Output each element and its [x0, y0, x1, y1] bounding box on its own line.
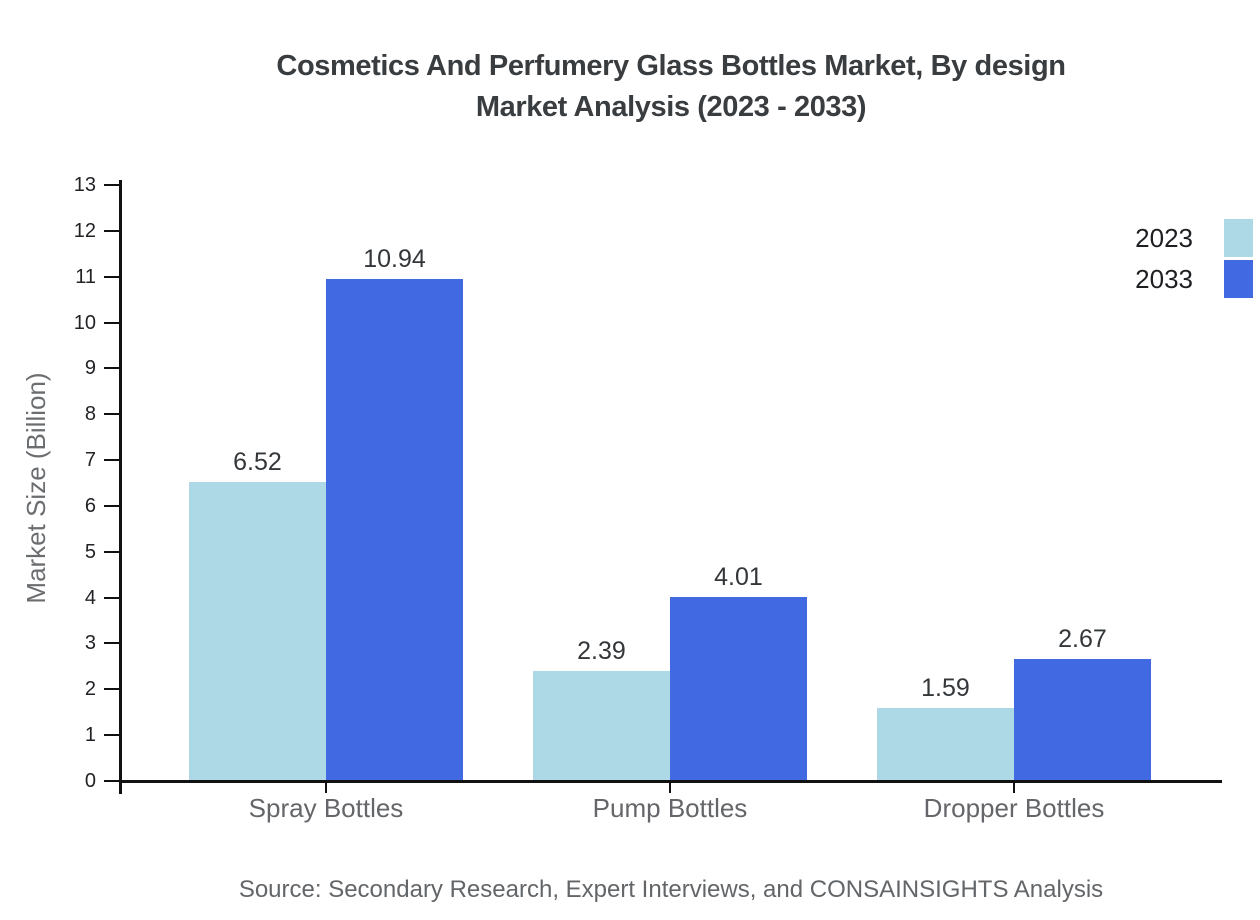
y-axis-tick-label: 8 — [84, 403, 96, 426]
bar-value-label-2033-spray-bottles: 10.94 — [363, 245, 426, 274]
y-axis-tick — [104, 413, 120, 416]
y-axis-tick-label: 2 — [84, 678, 96, 701]
y-axis-tick-label: 1 — [84, 724, 96, 747]
x-axis-tick — [669, 783, 671, 793]
legend-item-2023: 2023 — [1135, 219, 1253, 257]
chart-title: Cosmetics And Perfumery Glass Bottles Ma… — [120, 46, 1222, 128]
legend-item-2033: 2033 — [1135, 260, 1253, 298]
y-axis-line — [119, 180, 122, 794]
legend: 2023 2033 — [1135, 219, 1253, 301]
y-axis-tick-label: 10 — [73, 311, 96, 334]
x-axis-tick — [1013, 783, 1015, 793]
y-axis-tick-label: 6 — [84, 494, 96, 517]
y-axis-tick-label: 4 — [84, 586, 96, 609]
bar-value-label-2033-dropper-bottles: 2.67 — [1058, 624, 1107, 653]
bar-2023-spray-bottles — [189, 482, 326, 780]
bar-2023-dropper-bottles — [877, 708, 1014, 780]
category-label-pump-bottles: Pump Bottles — [592, 793, 748, 823]
y-axis-tick — [104, 780, 120, 782]
source-note: Source: Secondary Research, Expert Inter… — [238, 876, 1104, 903]
chart-title-line-1: Cosmetics And Perfumery Glass Bottles Ma… — [276, 50, 1066, 82]
bar-value-label-2033-pump-bottles: 4.01 — [714, 563, 763, 592]
y-axis-tick-label: 5 — [84, 540, 96, 563]
bar-value-label-2023-pump-bottles: 2.39 — [577, 637, 626, 666]
y-axis-tick — [104, 596, 120, 599]
category-label-dropper-bottles: Dropper Bottles — [923, 793, 1105, 823]
legend-swatch-2033 — [1224, 260, 1253, 298]
y-axis-tick — [104, 504, 120, 507]
y-axis-tick — [104, 321, 120, 324]
bar-2023-pump-bottles — [533, 671, 670, 780]
y-axis-tick-label: 12 — [73, 219, 96, 242]
x-axis-line — [119, 780, 1222, 783]
y-axis-tick — [104, 734, 120, 737]
legend-label-2023: 2023 — [1135, 222, 1193, 253]
y-axis-tick — [104, 367, 120, 370]
y-axis-tick-label: 11 — [75, 265, 96, 288]
y-axis-tick — [104, 459, 120, 462]
bar-2033-dropper-bottles — [1014, 658, 1151, 780]
chart-title-line-2: Market Analysis (2023 - 2033) — [475, 91, 867, 123]
y-axis-tick-label: 3 — [84, 632, 96, 655]
y-axis-tick — [104, 550, 120, 553]
legend-label-2033: 2033 — [1135, 263, 1193, 294]
bar-2033-spray-bottles — [326, 279, 463, 780]
y-axis-tick-label: 9 — [84, 357, 96, 380]
y-axis-tick-label: 13 — [73, 173, 96, 196]
y-axis-tick — [104, 688, 120, 691]
y-axis-tick — [104, 183, 120, 186]
bar-value-label-2023-dropper-bottles: 1.59 — [921, 674, 970, 703]
category-label-spray-bottles: Spray Bottles — [248, 793, 404, 823]
x-axis-tick — [325, 783, 327, 793]
y-axis-tick-label: 0 — [84, 770, 96, 792]
y-axis-tick — [104, 642, 120, 645]
y-axis-tick-label: 7 — [84, 449, 96, 472]
y-axis-tick — [104, 229, 120, 232]
bar-value-label-2023-spray-bottles: 6.52 — [233, 448, 282, 477]
legend-swatch-2023 — [1224, 219, 1253, 257]
y-axis-tick — [104, 275, 120, 278]
bar-2033-pump-bottles — [670, 597, 807, 780]
